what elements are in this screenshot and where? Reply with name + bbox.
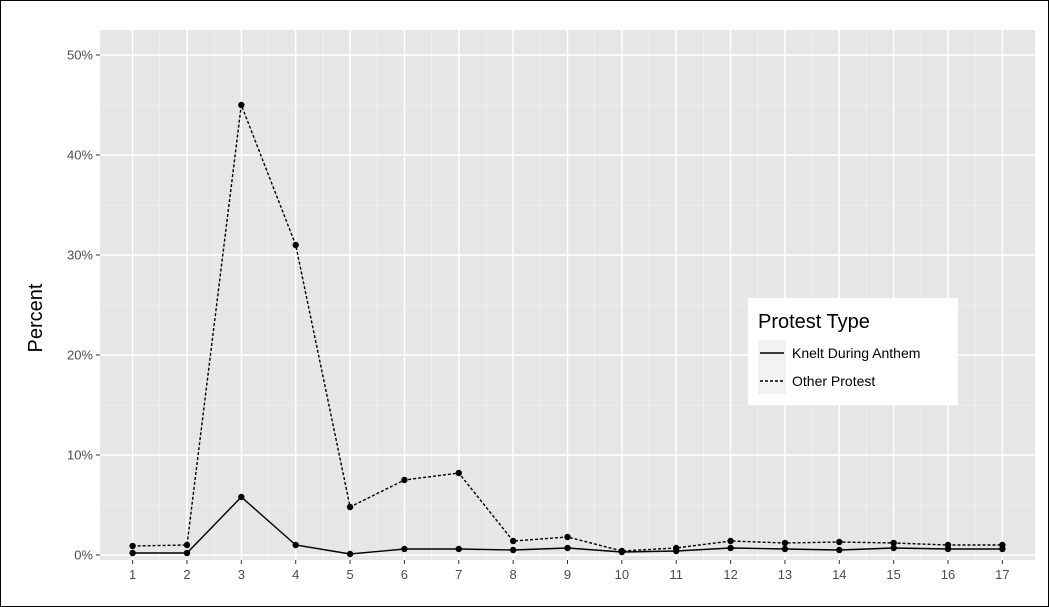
y-axis-label: Percent [25, 283, 47, 352]
data-point [836, 546, 843, 554]
x-tick-label: 2 [183, 567, 190, 582]
data-point [944, 541, 952, 549]
x-tick-label: 12 [723, 567, 737, 582]
x-tick-label: 8 [510, 567, 517, 582]
x-tick-label: 4 [292, 567, 299, 582]
legend-label-other: Other Protest [792, 373, 875, 389]
x-tick-label: 5 [346, 567, 353, 582]
legend: Protest Type Knelt During Anthem Other P… [748, 298, 958, 405]
data-point [238, 493, 245, 501]
data-point [509, 546, 517, 554]
data-point [292, 541, 299, 549]
data-point [727, 544, 734, 552]
data-point [455, 545, 462, 553]
x-tick-label: 6 [401, 567, 408, 582]
x-tick-label: 14 [832, 567, 846, 582]
x-tick-label: 9 [564, 567, 571, 582]
data-point [836, 538, 843, 546]
data-points [129, 101, 1006, 558]
axes: 0%10%20%30%40%50%1 2 3 4 5 6 7 8 9 10 11 12 13 14 15 16… [67, 48, 1010, 583]
data-point [564, 533, 571, 541]
data-point [183, 541, 191, 549]
legend-label-knelt: Knelt During Anthem [792, 345, 920, 361]
data-point [346, 503, 354, 511]
x-tick-label: 11 [669, 567, 683, 582]
x-tick-label: 15 [886, 567, 900, 582]
x-tick-label: 3 [238, 567, 245, 582]
x-tick-label: 10 [615, 567, 629, 582]
data-point [129, 549, 136, 557]
data-point [183, 549, 191, 557]
y-tick-label: 20% [67, 348, 93, 363]
data-point [292, 241, 299, 249]
y-tick-label: 0% [74, 548, 93, 563]
x-tick-label: 16 [941, 567, 955, 582]
data-point [455, 469, 462, 477]
x-tick-label: 1 [129, 567, 136, 582]
data-point [727, 537, 734, 545]
data-point [238, 101, 245, 109]
data-point [999, 541, 1006, 549]
data-point [618, 547, 626, 555]
grid-lines [100, 30, 1035, 560]
data-point [401, 545, 408, 553]
y-tick-label: 50% [67, 48, 93, 63]
x-tick-label: 7 [455, 567, 462, 582]
data-point [781, 539, 789, 547]
data-point [509, 537, 517, 545]
y-tick-label: 10% [67, 448, 93, 463]
legend-title: Protest Type [758, 311, 870, 333]
data-point [564, 544, 571, 552]
data-point [673, 544, 680, 552]
data-point [129, 542, 136, 550]
x-tick-label: 17 [995, 567, 1009, 582]
x-tick-label: 13 [778, 567, 792, 582]
data-point [890, 544, 897, 552]
data-point [401, 476, 408, 484]
y-tick-label: 40% [67, 148, 93, 163]
y-tick-label: 30% [67, 248, 93, 263]
data-point [346, 550, 354, 558]
data-point [781, 545, 789, 553]
data-point [890, 539, 897, 547]
